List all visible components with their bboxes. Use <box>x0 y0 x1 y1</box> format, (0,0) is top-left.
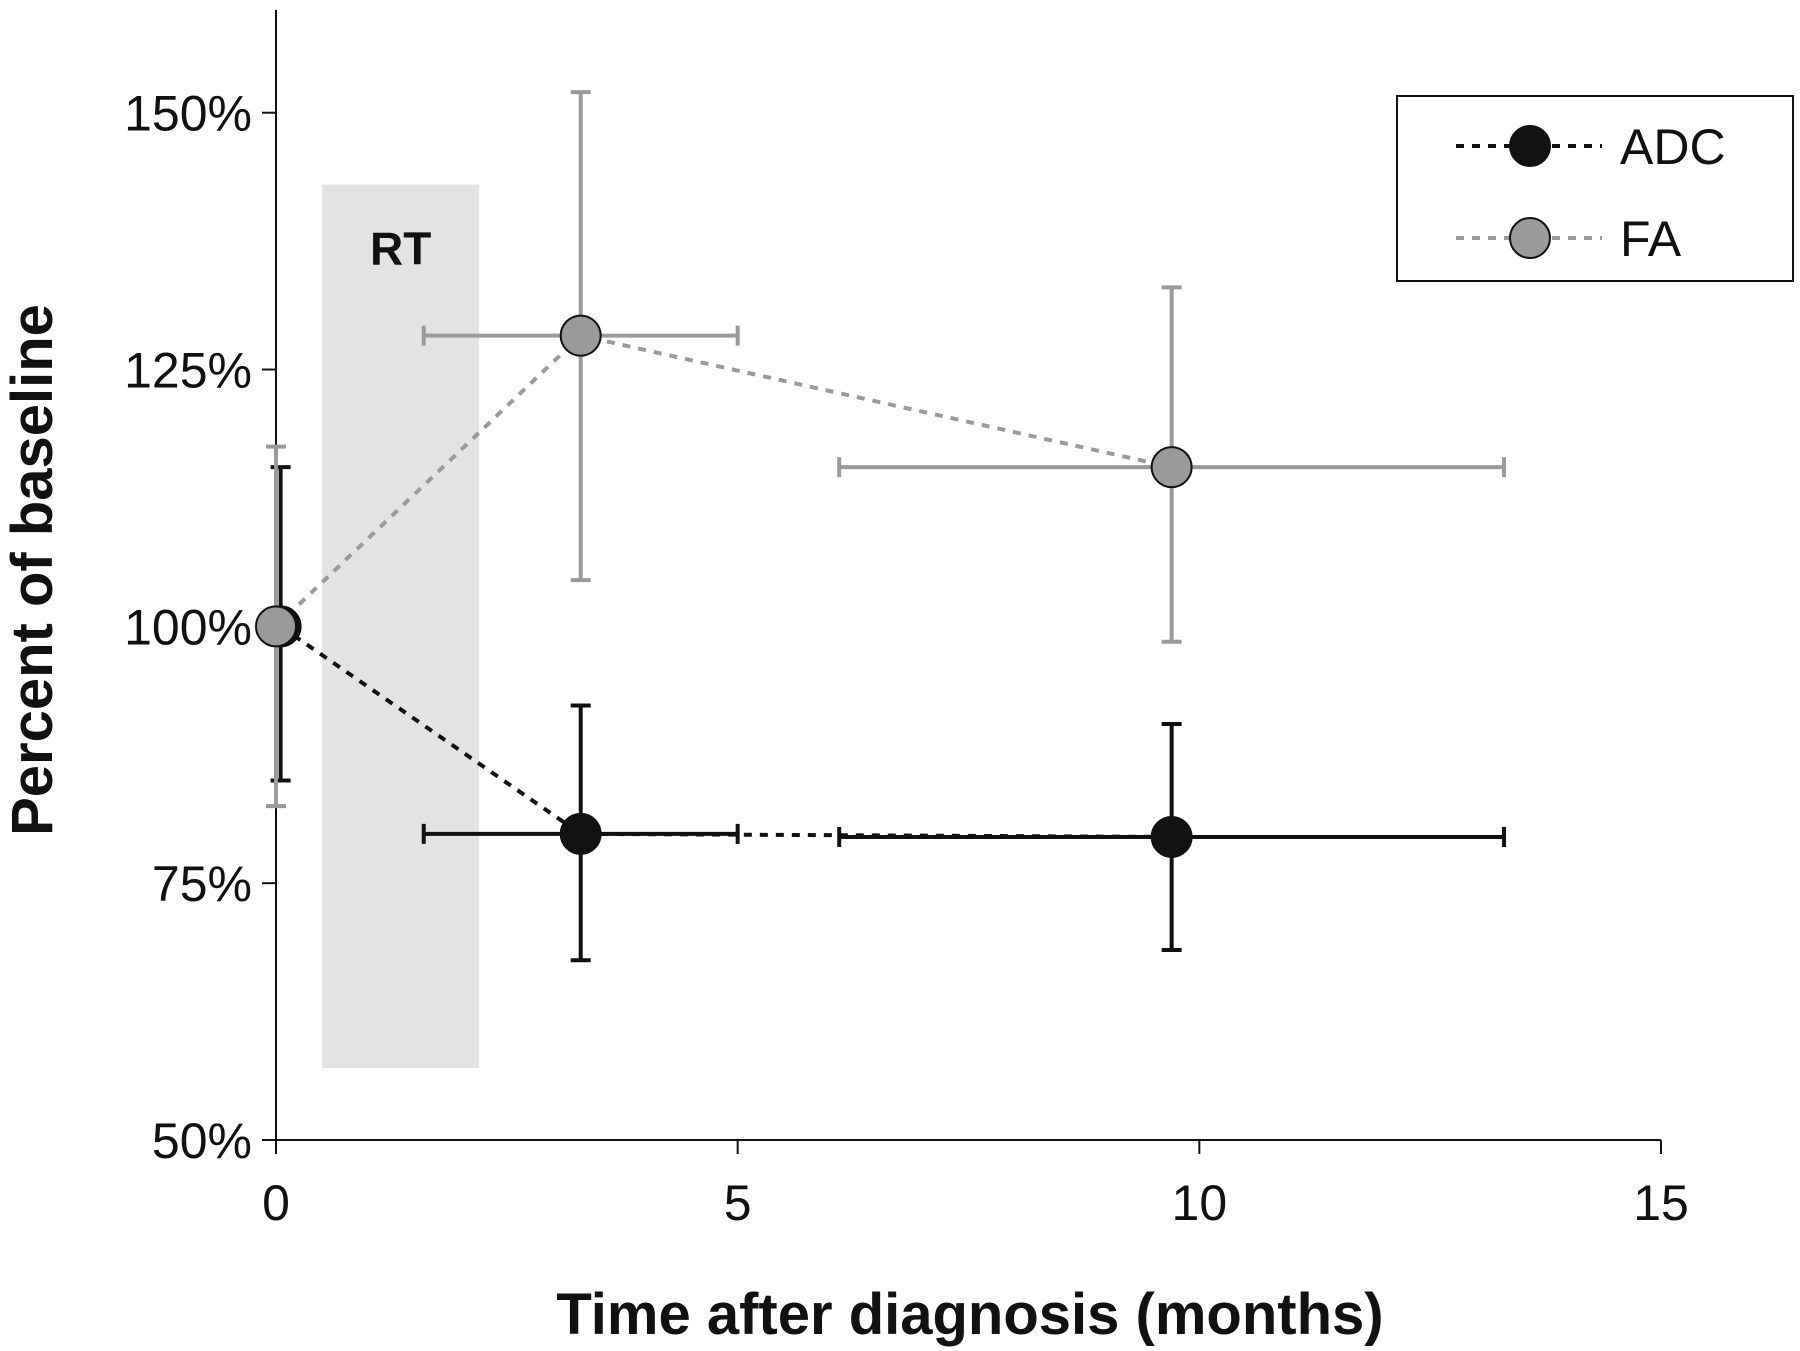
x-tick-label: 0 <box>262 1175 290 1231</box>
fa-data-point <box>559 314 602 357</box>
fa-legend-marker <box>1509 217 1551 259</box>
y-tick-label: 75% <box>152 856 252 912</box>
y-tick-label: 50% <box>152 1113 252 1169</box>
data-points <box>255 314 1193 858</box>
fa-data-point <box>1150 446 1193 489</box>
axes: 50% 75% 100% 125% 150% 0 5 10 15 <box>124 10 1689 1231</box>
adc-legend-marker <box>1509 125 1551 167</box>
rt-band <box>322 184 480 1069</box>
fa-data-point <box>255 605 297 648</box>
y-tick-label: 100% <box>124 599 252 655</box>
x-tick-label: 15 <box>1633 1175 1689 1231</box>
y-tick-label: 150% <box>124 86 252 142</box>
rt-band-label: RT <box>370 223 431 275</box>
x-tick-label: 5 <box>724 1175 752 1231</box>
adc-data-point <box>1150 815 1193 858</box>
adc-legend-label: ADC <box>1620 119 1726 175</box>
x-axis-title: Time after diagnosis (months) <box>556 1282 1383 1347</box>
fa-legend-label: FA <box>1620 211 1682 267</box>
legend: ADC FA <box>1396 95 1794 282</box>
y-tick-label: 125% <box>124 343 252 399</box>
x-tick-label: 10 <box>1172 1175 1228 1231</box>
y-axis-title: Percent of baseline <box>0 304 65 836</box>
treatment-band-layer: RT <box>322 184 480 1069</box>
adc-data-point <box>559 812 602 855</box>
legend-entries: ADC FA <box>1456 119 1726 267</box>
legend-box <box>1396 95 1794 282</box>
